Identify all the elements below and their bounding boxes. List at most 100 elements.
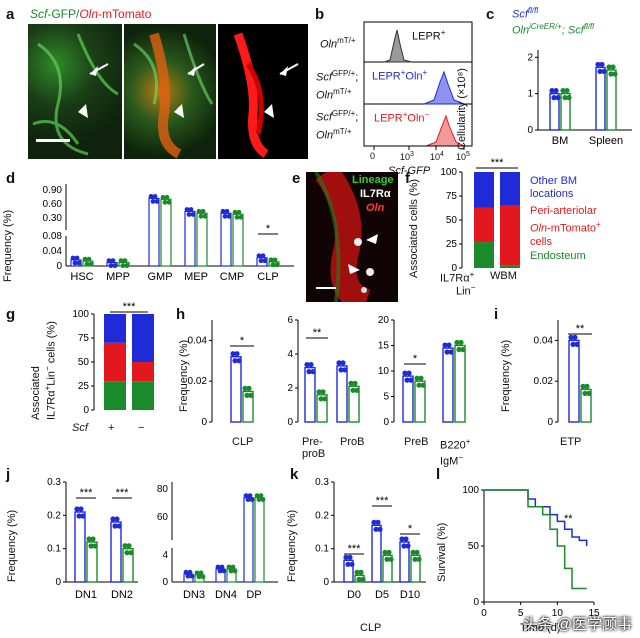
- d-xtick-label: GMP: [147, 271, 172, 283]
- h-x-igm: IgM: [440, 455, 459, 468]
- k-sig-label: ***: [348, 543, 362, 555]
- k-point: [377, 526, 383, 532]
- h1-bar: [242, 390, 254, 423]
- h2-point: [322, 396, 328, 402]
- hist-blue: [423, 70, 465, 105]
- g-yl-3: Lin: [45, 371, 58, 386]
- d-point: [150, 199, 156, 204]
- oln-sup-2: +: [422, 68, 428, 77]
- d-xtick-label: HSC: [70, 271, 93, 283]
- j2-point: [185, 573, 191, 579]
- d-point: [74, 255, 80, 261]
- hist-tick-4: 104: [430, 151, 444, 162]
- h3-point: [456, 346, 462, 353]
- h1-ytick-label: 0.04: [188, 335, 208, 346]
- c-ytick-label: 2: [527, 52, 533, 63]
- h-x-b220-sup: +: [465, 437, 471, 446]
- h3-point: [406, 370, 412, 376]
- h2-point: [316, 389, 322, 395]
- g-stack-segment: [132, 381, 154, 410]
- panel-h-letter: h: [176, 306, 186, 323]
- j1-point: [112, 523, 118, 529]
- h3-point: [404, 377, 410, 383]
- h1-point: [236, 358, 242, 364]
- h3-sig-label: *: [413, 353, 418, 365]
- d-point: [72, 260, 78, 266]
- h2-point: [342, 367, 348, 373]
- j1-point: [110, 516, 116, 522]
- panel-d-letter: d: [6, 170, 16, 187]
- d-point: [188, 207, 194, 212]
- f-xsub-sup: −: [470, 283, 476, 292]
- h3-point: [420, 382, 426, 388]
- j2-ytick-label: 80: [157, 484, 169, 495]
- row2-sup-a: GFP/+: [331, 69, 356, 78]
- d-point: [82, 256, 88, 262]
- j1-bar: [86, 541, 98, 583]
- legend-c2-sup: iCreER/+: [529, 22, 562, 31]
- d-point: [226, 213, 232, 219]
- h-x-prob: proB: [302, 448, 326, 460]
- legend-c2b-sup: fl/fl: [583, 22, 595, 31]
- flow-histograms: [363, 21, 473, 150]
- c-point: [553, 88, 559, 94]
- h3-point: [414, 375, 420, 381]
- h3-bar: [454, 344, 466, 423]
- j1-ytick-label: 0.2: [47, 510, 61, 521]
- hist3-label: LEPR+Oln−: [374, 110, 429, 125]
- l-ytick-label: 0: [473, 597, 479, 608]
- h2-point: [320, 389, 326, 395]
- h-x-preb: PreB: [404, 436, 429, 448]
- d-sig-label: *: [266, 223, 271, 235]
- h2-point: [340, 360, 346, 366]
- g-yl-2: IL7Rα: [45, 390, 58, 420]
- g-ytick-label: 25: [78, 381, 90, 392]
- d-point: [120, 263, 126, 269]
- f-ytick-label: 75: [446, 191, 458, 202]
- watermark: 头条 @医学顾事: [522, 616, 632, 633]
- j1-sig-label: ***: [80, 487, 94, 499]
- h2-point: [350, 387, 356, 393]
- k-ytick-label: 0.2: [315, 510, 329, 521]
- k-point: [356, 576, 362, 582]
- c-point: [608, 71, 614, 77]
- h3-ytick-label: 20: [378, 315, 390, 326]
- d-point: [110, 258, 116, 264]
- d-point: [224, 208, 230, 214]
- panel-c-letter: c: [486, 6, 495, 23]
- micrograph-tomato: [218, 24, 308, 159]
- c-point: [610, 64, 616, 70]
- chart-k: 00.10.20.3D0 D5 D10*******: [315, 477, 426, 601]
- d-ytick-label: 0: [56, 261, 62, 272]
- chart-i-ylabel: Frequency (%): [500, 339, 512, 412]
- h2-point: [306, 369, 312, 375]
- j1-point: [90, 536, 96, 542]
- h2-point: [348, 380, 354, 386]
- h-x-clp: CLP: [232, 436, 254, 448]
- h2-point: [352, 380, 358, 386]
- f-legend-endo: Endosteum: [530, 250, 586, 262]
- j1-point: [126, 543, 132, 549]
- h3-point: [408, 377, 414, 383]
- k-bar: [343, 559, 354, 583]
- h1-point: [246, 385, 252, 391]
- h2-bar: [336, 365, 348, 423]
- j2-point: [247, 493, 253, 498]
- tick-sup-1: 3: [410, 151, 414, 158]
- j1-point: [88, 543, 94, 549]
- j2-ytick-label: 60: [157, 512, 169, 523]
- g-stack-segment: [104, 381, 126, 410]
- k-point: [414, 549, 420, 555]
- micrograph-e: [306, 172, 398, 302]
- i-bar: [580, 388, 592, 423]
- j1-point: [128, 550, 134, 556]
- h2-point: [338, 367, 344, 373]
- chart-f-x1: IL7Rα+: [440, 270, 474, 285]
- lepr-sup-1: +: [440, 28, 446, 37]
- chart-h: 0 0.02 0.04 * 0 2 4 6 ** 0 5 10 15 20 *: [188, 315, 466, 428]
- k-point: [410, 549, 416, 555]
- d-point: [108, 263, 114, 269]
- lepr-label-3: LEPR: [374, 112, 403, 125]
- f-ytick-label: 25: [446, 239, 458, 250]
- g-yl-1: Associated: [30, 366, 42, 420]
